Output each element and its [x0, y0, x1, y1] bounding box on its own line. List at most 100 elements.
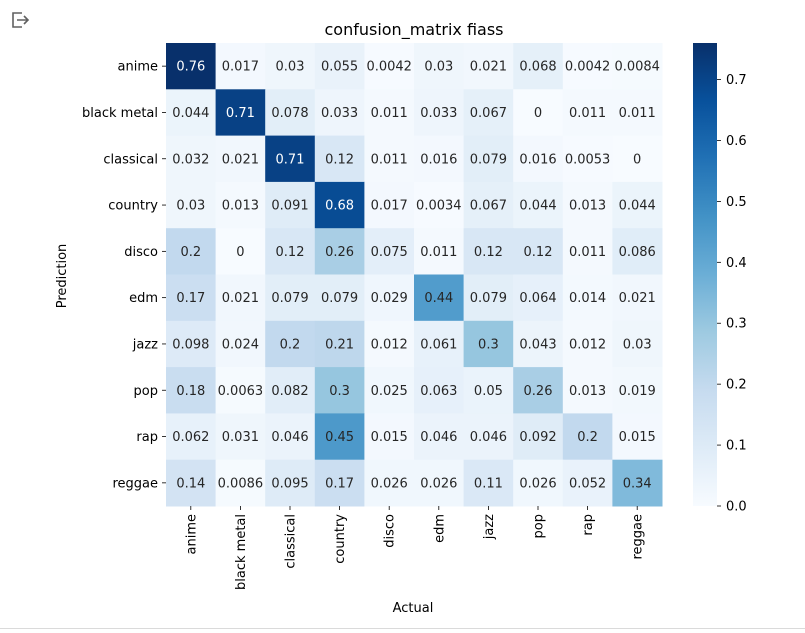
y-tick-label: edm — [129, 291, 158, 306]
heatmap-cell — [612, 274, 663, 322]
cell-value-label: 0.016 — [519, 152, 556, 167]
heatmap-cell — [364, 459, 415, 507]
heatmap-cell — [562, 367, 613, 414]
cell-value-label: 0.067 — [470, 199, 507, 214]
cell-value-label: 0.016 — [420, 152, 457, 167]
heatmap-cell — [166, 43, 217, 90]
cell-value-label: 0.26 — [524, 384, 553, 399]
cell-value-label: 0.03 — [623, 337, 652, 352]
cell-value-label: 0.043 — [519, 337, 556, 352]
cell-value-label: 0.0034 — [416, 199, 462, 214]
heatmap-cell — [166, 320, 217, 368]
cell-value-label: 0.76 — [176, 60, 205, 75]
heatmap-cell — [166, 135, 217, 183]
cell-value-label: 0.029 — [371, 291, 408, 306]
heatmap-cell — [612, 320, 663, 368]
cell-divider — [0, 628, 805, 629]
colorbar-tick-label: 0.7 — [726, 73, 747, 88]
cell-value-label: 0.14 — [176, 476, 205, 491]
heatmap-cell — [314, 228, 365, 275]
y-tick-label: pop — [134, 384, 158, 399]
y-tick-label: classical — [103, 152, 158, 167]
heatmap-cell — [265, 43, 316, 90]
heatmap-cell — [612, 413, 663, 461]
cell-value-label: 0.079 — [470, 152, 507, 167]
heatmap-cell — [562, 135, 613, 183]
cell-value-label: 0.021 — [619, 291, 656, 306]
x-tick-label: anime — [184, 514, 199, 554]
cell-value-label: 0.033 — [420, 106, 457, 121]
heatmap-cell — [562, 413, 613, 461]
cell-value-label: 0.0042 — [565, 60, 611, 75]
x-tick-label: disco — [383, 514, 398, 548]
cell-value-label: 0.025 — [371, 384, 408, 399]
cell-value-label: 0.34 — [623, 476, 652, 491]
cell-value-label: 0.03 — [276, 60, 305, 75]
y-axis-tick-labels: anime black metal classical country disco edm… — [82, 60, 166, 491]
exit-to-app-icon[interactable] — [10, 10, 30, 30]
cell-value-label: 0.68 — [325, 199, 354, 214]
y-tick-label: disco — [124, 245, 158, 260]
cell-value-label: 0.44 — [424, 291, 453, 306]
heatmap-cell — [265, 228, 316, 275]
cell-value-label: 0.026 — [371, 476, 408, 491]
heatmap-cell — [513, 274, 564, 322]
cell-value-label: 0 — [236, 245, 244, 260]
cell-value-label: 0.092 — [519, 430, 556, 445]
heatmap-cell — [166, 274, 217, 322]
x-tick-label: classical — [284, 514, 299, 569]
heatmap-cell — [265, 181, 316, 229]
cell-value-label: 0.015 — [371, 430, 408, 445]
cell-value-label: 0.71 — [276, 152, 305, 167]
heatmap-cell — [364, 181, 415, 229]
cell-value-label: 0.079 — [321, 291, 358, 306]
heatmap-cell — [265, 89, 316, 137]
heatmap-cell — [215, 228, 266, 275]
heatmap-cell — [463, 459, 514, 507]
cell-value-label: 0.013 — [569, 199, 606, 214]
cell-value-label: 0.03 — [176, 199, 205, 214]
cell-value-label: 0.021 — [222, 152, 259, 167]
cell-value-label: 0.014 — [569, 291, 606, 306]
heatmap-cell — [364, 228, 415, 275]
heatmap-cell — [215, 320, 266, 368]
x-tick-label: black metal — [234, 514, 249, 590]
heatmap-cell — [314, 43, 365, 90]
cell-value-label: 0 — [534, 106, 542, 121]
cell-value-label: 0.013 — [569, 384, 606, 399]
heatmap-grid: 0.76 0.017 0.03 0.055 0.0042 0.03 0.021 0.068 0.… — [166, 43, 663, 507]
y-tick-label: anime — [118, 60, 158, 75]
heatmap-cell — [166, 228, 217, 275]
x-tick-label: country — [333, 514, 348, 564]
heatmap-cell — [562, 43, 613, 90]
cell-value-label: 0.017 — [371, 199, 408, 214]
heatmap-cell — [215, 459, 266, 507]
chart-title: confusion_matrix fiass — [324, 20, 503, 40]
cell-value-label: 0.012 — [569, 337, 606, 352]
x-axis-label: Actual — [393, 601, 434, 616]
y-axis-label: Prediction — [55, 244, 70, 309]
heatmap-cell — [463, 181, 514, 229]
cell-value-label: 0.71 — [226, 106, 255, 121]
heatmap-cell — [414, 320, 465, 368]
cell-value-label: 0.0053 — [565, 152, 611, 167]
cell-value-label: 0.013 — [222, 199, 259, 214]
heatmap-cell — [612, 135, 663, 183]
cell-value-label: 0.18 — [176, 384, 205, 399]
y-tick-label: reggae — [112, 476, 158, 491]
heatmap-cell — [513, 459, 564, 507]
cell-value-label: 0.026 — [420, 476, 457, 491]
heatmap-cell — [364, 89, 415, 137]
heatmap-cell — [612, 89, 663, 137]
cell-value-label: 0.044 — [619, 199, 656, 214]
heatmap-cell — [414, 274, 465, 322]
cell-value-label: 0.011 — [371, 106, 408, 121]
heatmap-cell — [463, 43, 514, 90]
cell-value-label: 0.055 — [321, 60, 358, 75]
heatmap-cell — [463, 274, 514, 322]
cell-value-label: 0.031 — [222, 430, 259, 445]
heatmap-cell — [314, 89, 365, 137]
cell-value-label: 0.082 — [271, 384, 308, 399]
heatmap-cell — [166, 459, 217, 507]
heatmap-cell — [562, 459, 613, 507]
